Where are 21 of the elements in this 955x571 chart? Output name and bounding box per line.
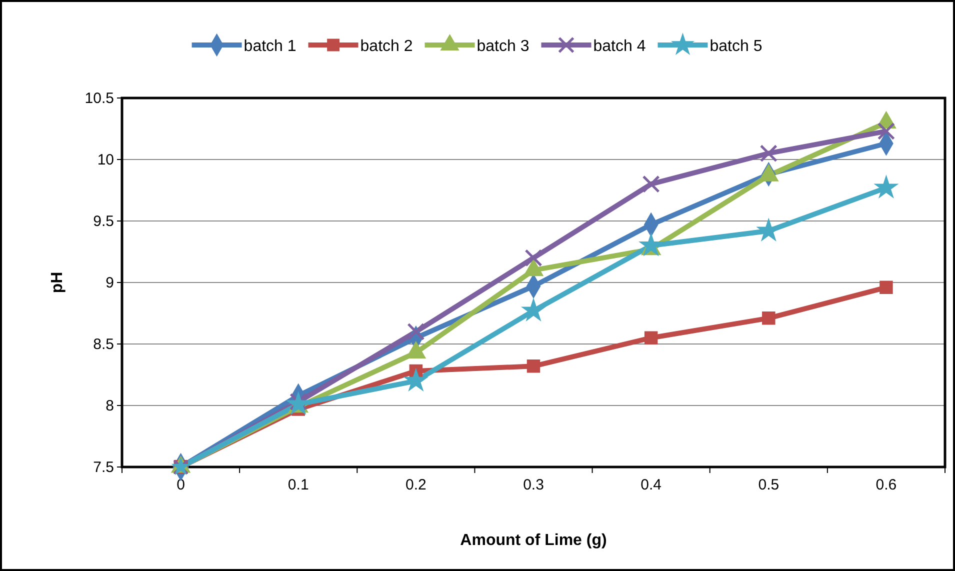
x-tick-label: 0.5 (758, 476, 780, 494)
legend-label: batch 3 (476, 38, 530, 55)
legend-label: batch 5 (710, 38, 762, 55)
y-tick-label: 9 (106, 274, 114, 292)
x-tick-label: 0.6 (876, 476, 897, 494)
y-tick-label: 10 (97, 151, 114, 168)
y-axis-title: pH (49, 272, 66, 294)
y-tick-label: 8.5 (93, 336, 114, 353)
legend-label: batch 2 (360, 38, 413, 55)
x-tick-label: 0.4 (640, 476, 662, 494)
y-tick-label: 8 (106, 397, 114, 414)
x-tick-label: 0.1 (288, 476, 309, 494)
x-tick-label: 0.2 (406, 476, 426, 494)
x-tick-label: 0 (176, 476, 185, 494)
legend-label: batch 4 (593, 38, 646, 55)
x-tick-label: 0.3 (523, 476, 544, 494)
y-tick-label: 7.5 (93, 458, 114, 476)
legend-label: batch 1 (244, 38, 296, 55)
y-tick-label: 10.5 (84, 90, 114, 107)
x-axis-title: Amount of Lime (g) (460, 532, 607, 549)
y-tick-label: 9.5 (93, 212, 114, 230)
